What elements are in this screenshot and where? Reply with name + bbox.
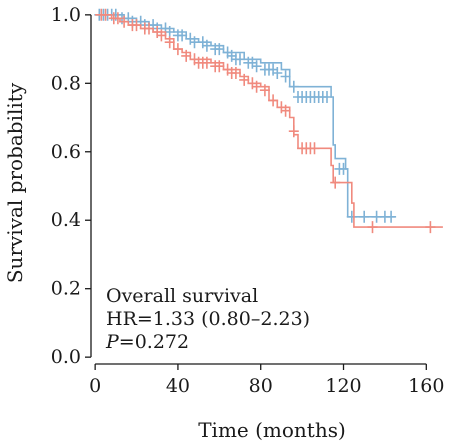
- censor-mark: [214, 43, 225, 56]
- censor-mark: [172, 43, 183, 56]
- x-tick-label: 120: [325, 375, 361, 397]
- censor-mark: [100, 8, 111, 21]
- censor-mark: [230, 67, 241, 79]
- censor-mark: [330, 176, 341, 189]
- annotation-block: Overall survival HR=1.33 (0.80–2.23) P=0…: [105, 285, 310, 353]
- censor-mark: [259, 84, 270, 97]
- p-label: P: [105, 331, 120, 353]
- censor-mark: [359, 210, 370, 223]
- censor-mark: [280, 104, 291, 117]
- censor-mark: [181, 49, 192, 62]
- censor-mark: [288, 80, 299, 93]
- censor-mark: [144, 22, 154, 35]
- x-axis-title: Time (months): [198, 418, 346, 442]
- censor-mark: [425, 221, 436, 234]
- series-2: [95, 8, 443, 234]
- censor-mark: [367, 221, 378, 234]
- censor-mark: [280, 70, 291, 83]
- censor-mark: [251, 80, 262, 93]
- censor-mark: [156, 29, 167, 42]
- y-tick-label: 0.0: [51, 346, 81, 368]
- censor-mark: [201, 56, 212, 69]
- censor-mark: [251, 60, 262, 73]
- series-1: [94, 8, 397, 223]
- censor-mark: [309, 142, 320, 155]
- censor-mark: [322, 91, 332, 103]
- censor-mark: [164, 36, 175, 49]
- x-tick-label: 0: [89, 375, 101, 397]
- censor-mark: [177, 29, 188, 42]
- x-tick-label: 80: [249, 375, 273, 397]
- censor-mark: [288, 125, 299, 138]
- y-tick-label: 0.2: [51, 278, 81, 300]
- censor-mark: [239, 73, 250, 86]
- censor-mark: [338, 162, 349, 175]
- y-tick-label: 0.8: [51, 72, 81, 94]
- y-tick-label: 0.6: [51, 141, 81, 163]
- survival-curve: [95, 14, 396, 218]
- annotation-p-value: P=0.272: [105, 331, 189, 353]
- annotation-title: Overall survival: [106, 285, 258, 307]
- censor-mark: [214, 60, 225, 73]
- plot-area: [94, 8, 443, 234]
- censor-mark: [235, 53, 245, 66]
- censor-mark: [119, 15, 130, 28]
- censor-mark: [131, 19, 142, 32]
- censor-mark: [272, 67, 283, 79]
- censor-mark: [346, 210, 357, 223]
- censor-mark: [386, 210, 397, 223]
- y-tick-label: 0.4: [51, 209, 81, 231]
- censor-mark: [164, 26, 175, 38]
- censor-mark: [112, 12, 123, 25]
- annotation-hr: HR=1.33 (0.80–2.23): [106, 308, 310, 330]
- p-value: =0.272: [119, 331, 189, 353]
- x-tick-label: 40: [166, 375, 190, 397]
- censor-mark: [201, 39, 212, 52]
- x-ticks: 0 40 80 120 160: [89, 364, 444, 397]
- censor-mark: [268, 94, 279, 107]
- survival-curve: [95, 14, 443, 228]
- x-tick-label: 160: [408, 375, 444, 397]
- y-tick-label: 1.0: [51, 4, 81, 26]
- y-ticks: 0.0 0.2 0.4 0.6 0.8 1.0: [51, 4, 91, 368]
- y-axis-title: Survival probability: [3, 82, 27, 283]
